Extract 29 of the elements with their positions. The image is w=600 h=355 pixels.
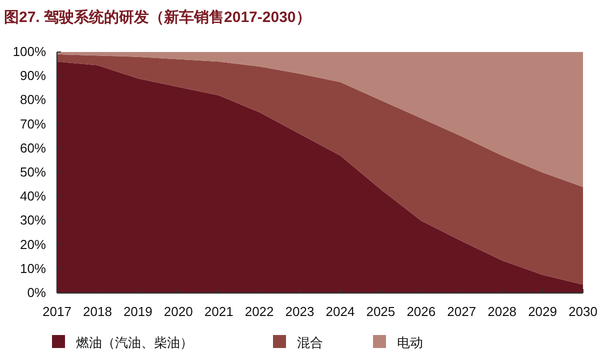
x-tick-label: 2025 [366, 304, 396, 319]
x-tick-label: 2017 [42, 304, 72, 319]
legend-label: 燃油（汽油、柴油） [76, 335, 193, 350]
x-tick-label: 2030 [568, 304, 598, 319]
x-tick-label: 2023 [285, 304, 314, 319]
x-tick-label: 2029 [528, 304, 557, 319]
y-tick-label: 30% [20, 212, 46, 228]
x-tick-label: 2020 [164, 304, 193, 319]
x-tick-label: 2019 [123, 304, 152, 319]
y-tick-label: 10% [20, 260, 46, 276]
y-tick-label: 100% [12, 44, 46, 59]
legend-label: 电动 [397, 335, 423, 350]
title: 图27. 驾驶系统的研发（新车销售2017-2030） [4, 9, 311, 26]
x-tick-label: 2021 [204, 304, 234, 319]
y-tick-label: 90% [20, 68, 46, 84]
x-tick-label: 2018 [83, 304, 112, 319]
x-tick-label: 2027 [447, 304, 476, 319]
y-tick-label: 80% [20, 92, 46, 108]
legend-label: 混合 [297, 335, 323, 350]
y-tick-label: 70% [20, 116, 46, 132]
y-tick-label: 50% [20, 164, 46, 180]
y-tick-label: 20% [20, 236, 46, 252]
x-tick-label: 2028 [488, 304, 517, 319]
x-tick-label: 2026 [406, 304, 436, 319]
x-tick-label: 2022 [244, 304, 274, 319]
x-tick-label: 2024 [326, 304, 355, 319]
y-tick-label: 60% [20, 140, 46, 156]
y-tick-label: 0% [27, 285, 46, 300]
y-tick-label: 40% [20, 188, 46, 204]
